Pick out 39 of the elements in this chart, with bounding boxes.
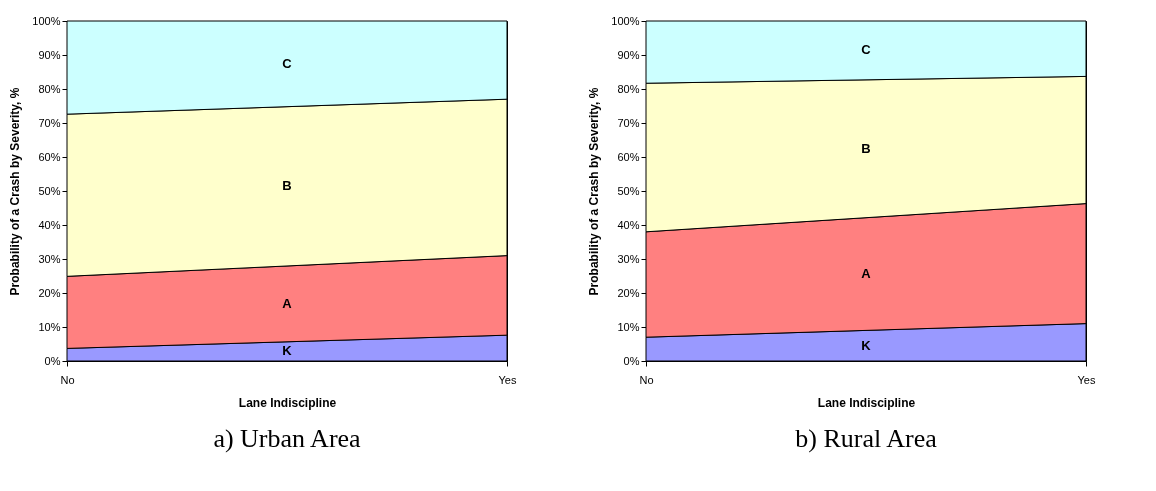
y-tick-label: 40% <box>617 218 640 231</box>
y-tick-label: 10% <box>38 320 61 333</box>
series-label: C <box>282 55 293 71</box>
y-axis-title: Probability of a Crash by Severity, % <box>587 87 602 296</box>
x-tick-label: No <box>639 373 654 386</box>
y-tick-label: 70% <box>617 116 640 129</box>
text: a) Urban Area <box>213 424 362 453</box>
y-tick-label: 10% <box>617 320 640 333</box>
series-label: B <box>282 178 292 194</box>
y-tick-label: 0% <box>44 354 61 367</box>
series-label: K <box>861 337 872 353</box>
y-tick-label: 0% <box>623 354 640 367</box>
y-tick-label: 50% <box>38 184 61 197</box>
series-label: A <box>282 295 293 311</box>
y-tick-label: 40% <box>38 218 61 231</box>
y-tick-label: 80% <box>617 82 640 95</box>
series-label: B <box>861 140 871 156</box>
y-tick-label: 80% <box>38 82 61 95</box>
y-tick-label: 100% <box>611 14 640 27</box>
y-tick-label: 60% <box>38 150 61 163</box>
y-tick-label: 20% <box>38 286 61 299</box>
y-tick-label: 30% <box>38 252 61 265</box>
y-tick-label: 100% <box>32 14 61 27</box>
x-axis-title: Lane Indiscipline <box>817 395 916 410</box>
y-tick-label: 90% <box>38 48 61 61</box>
x-tick-label: No <box>60 373 75 386</box>
x-tick-label: Yes <box>498 373 517 386</box>
y-tick-label: 60% <box>617 150 640 163</box>
y-tick-label: 50% <box>617 184 640 197</box>
series-label: C <box>861 42 872 58</box>
y-tick-label: 70% <box>38 116 61 129</box>
y-tick-label: 20% <box>617 286 640 299</box>
y-axis-title: Probability of a Crash by Severity, % <box>8 87 23 296</box>
series-label: K <box>282 343 293 359</box>
y-tick-label: 30% <box>617 252 640 265</box>
y-tick-label: 90% <box>617 48 640 61</box>
x-tick-label: Yes <box>1077 373 1096 386</box>
text: b) Rural Area <box>795 424 938 453</box>
x-axis-title: Lane Indiscipline <box>238 395 337 410</box>
